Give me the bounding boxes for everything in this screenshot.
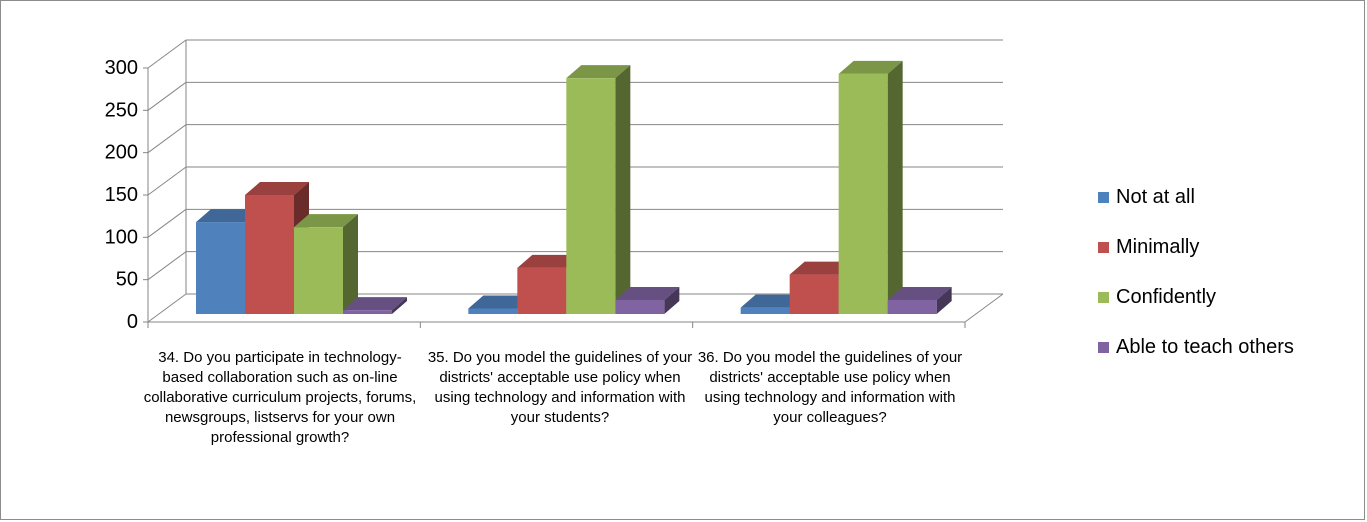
legend-swatch-minimally xyxy=(1098,241,1109,253)
bar-side xyxy=(936,286,952,314)
bar-top xyxy=(245,182,309,195)
bar-able-to-teach-others xyxy=(343,310,392,314)
bar-top xyxy=(196,209,260,223)
grid-side-line xyxy=(147,208,187,238)
bar-side xyxy=(615,65,631,314)
y-tick-label: 200 xyxy=(105,142,138,164)
y-tick-label: 0 xyxy=(127,311,138,333)
bar-minimally xyxy=(517,267,567,314)
grid-side-line xyxy=(147,81,187,111)
bar-not-at-all xyxy=(468,308,518,314)
bar-top xyxy=(468,295,533,309)
bar-side xyxy=(664,286,680,314)
bar-able-to-teach-others xyxy=(615,299,665,314)
legend-label: Able to teach others xyxy=(1116,335,1294,358)
grid-side-line xyxy=(147,251,187,281)
y-tick-label: 300 xyxy=(105,57,138,79)
legend-label: Not at all xyxy=(1116,185,1195,208)
bar-top xyxy=(615,286,680,300)
legend-swatch-able-to-teach-others xyxy=(1098,341,1109,353)
bar-not-at-all xyxy=(740,307,790,314)
category-label-36: 36. Do you model the guidelines of your … xyxy=(697,349,963,426)
bar-confidently xyxy=(838,73,888,314)
bar-top xyxy=(838,60,903,74)
grid-side-line xyxy=(147,124,187,154)
bar-minimally xyxy=(789,274,839,314)
grid-side-line xyxy=(147,166,187,196)
bar-top xyxy=(789,261,854,275)
bar-side xyxy=(392,297,407,314)
floor-right-edge xyxy=(964,293,1004,323)
bar-confidently xyxy=(566,78,616,314)
y-tick-label: 150 xyxy=(105,184,138,206)
legend-label: Confidently xyxy=(1116,285,1217,308)
category-label-34: 34. Do you participate in technology-bas… xyxy=(143,349,417,446)
bar-not-at-all xyxy=(196,222,245,314)
legend-swatch-not-at-all xyxy=(1098,191,1109,203)
grid-side-line xyxy=(147,293,187,323)
legend-item-minimally: Minimally xyxy=(1098,222,1294,272)
legend-item-not-at-all: Not at all xyxy=(1098,172,1294,222)
bar-minimally xyxy=(245,195,294,314)
legend-item-able-to-teach-others: Able to teach others xyxy=(1098,322,1294,372)
bar-top xyxy=(294,214,358,228)
bar-confidently xyxy=(294,227,343,314)
bar-top xyxy=(517,254,582,268)
bar-able-to-teach-others xyxy=(887,299,937,314)
grid-side-line xyxy=(147,39,187,69)
y-tick-label: 50 xyxy=(116,269,138,291)
bar-side xyxy=(343,214,358,314)
y-tick-label: 100 xyxy=(105,226,138,248)
bar-top xyxy=(343,297,407,311)
legend: Not at all Minimally Confidently Able to… xyxy=(1098,172,1294,372)
legend-swatch-confidently xyxy=(1098,291,1109,303)
legend-item-confidently: Confidently xyxy=(1098,272,1294,322)
bar-top xyxy=(887,286,952,300)
bar-top xyxy=(740,294,805,308)
y-tick-label: 250 xyxy=(105,99,138,121)
category-label-35: 35. Do you model the guidelines of your … xyxy=(427,349,693,426)
bar-top xyxy=(566,65,631,79)
legend-label: Minimally xyxy=(1116,235,1200,258)
bar-side xyxy=(887,60,903,314)
